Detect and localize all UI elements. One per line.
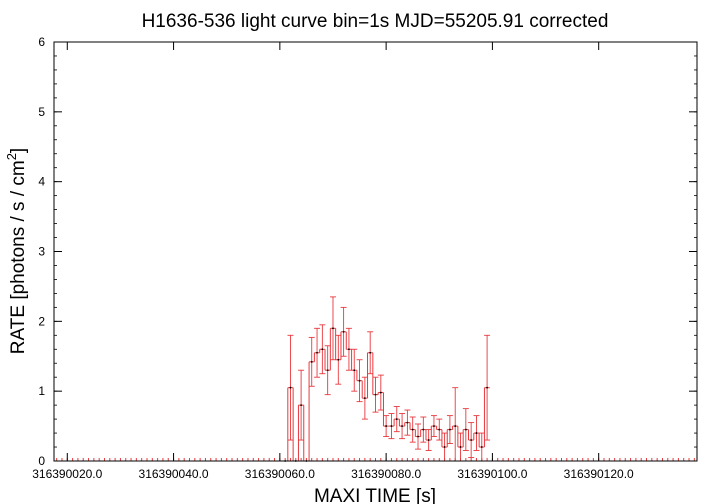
data-point [443,446,446,448]
data-point [316,351,318,354]
y-tick-label: 3 [38,245,45,259]
data-point [417,435,419,438]
data-point [379,391,382,394]
y-tick-label: 2 [38,314,45,328]
x-axis-label: MAXI TIME [s] [314,486,436,504]
data-point [348,348,350,351]
y-tick-label: 6 [38,35,45,49]
data-point [401,425,403,427]
chart-title: H1636-536 light curve bin=1s MJD=55205.9… [142,11,609,32]
data-point [369,351,372,354]
data-point [385,425,388,427]
y-tick-label: 0 [38,454,45,468]
data-point [433,425,435,427]
data-point [363,397,366,400]
y-tick-label: 1 [38,384,45,398]
plot-frame [53,41,698,462]
x-tick-label: 316390100.0 [457,467,527,481]
data-point [422,428,425,431]
y-tick-label: 4 [38,175,45,189]
y-axis-label-sup: 2 [4,153,19,160]
data-point [300,404,303,407]
data-point [342,330,345,333]
x-tick-label: 316390080.0 [351,467,421,481]
data-point [353,369,356,372]
data-point [464,428,467,431]
x-tick-label: 316390040.0 [139,467,209,481]
data-point [459,446,462,448]
x-axis: 316390020.0 316390040.0 316390060.0 3163900… [32,42,634,481]
y-axis: 0 1 2 3 4 5 6 [38,35,697,468]
data-point [337,358,340,361]
y-axis-label-main: RATE [photons / s / cm [8,160,29,354]
data-point [448,428,451,431]
data-point [454,425,457,427]
data-point [475,432,478,434]
data-point [411,428,414,431]
data-point [289,386,292,389]
data-point [358,379,361,382]
series-layer [282,296,491,462]
y-axis-label-end: ] [8,148,29,153]
data-point [374,393,377,396]
data-point [480,446,483,448]
y-tick-label: 5 [38,105,45,119]
data-point [486,386,488,389]
data-point [390,425,393,427]
y-axis-label: RATE [photons / s / cm2] [4,148,29,354]
x-tick-label: 316390020.0 [32,467,102,481]
data-point [438,428,441,431]
x-tick-label: 316390060.0 [245,467,315,481]
data-point [326,369,329,372]
data-point [310,360,313,363]
data-point [406,421,409,424]
data-point [427,439,430,441]
data-point [470,439,473,441]
data-point [395,418,398,420]
data-point [321,348,324,351]
x-tick-label: 316390120.0 [564,467,634,481]
data-point [332,327,334,330]
